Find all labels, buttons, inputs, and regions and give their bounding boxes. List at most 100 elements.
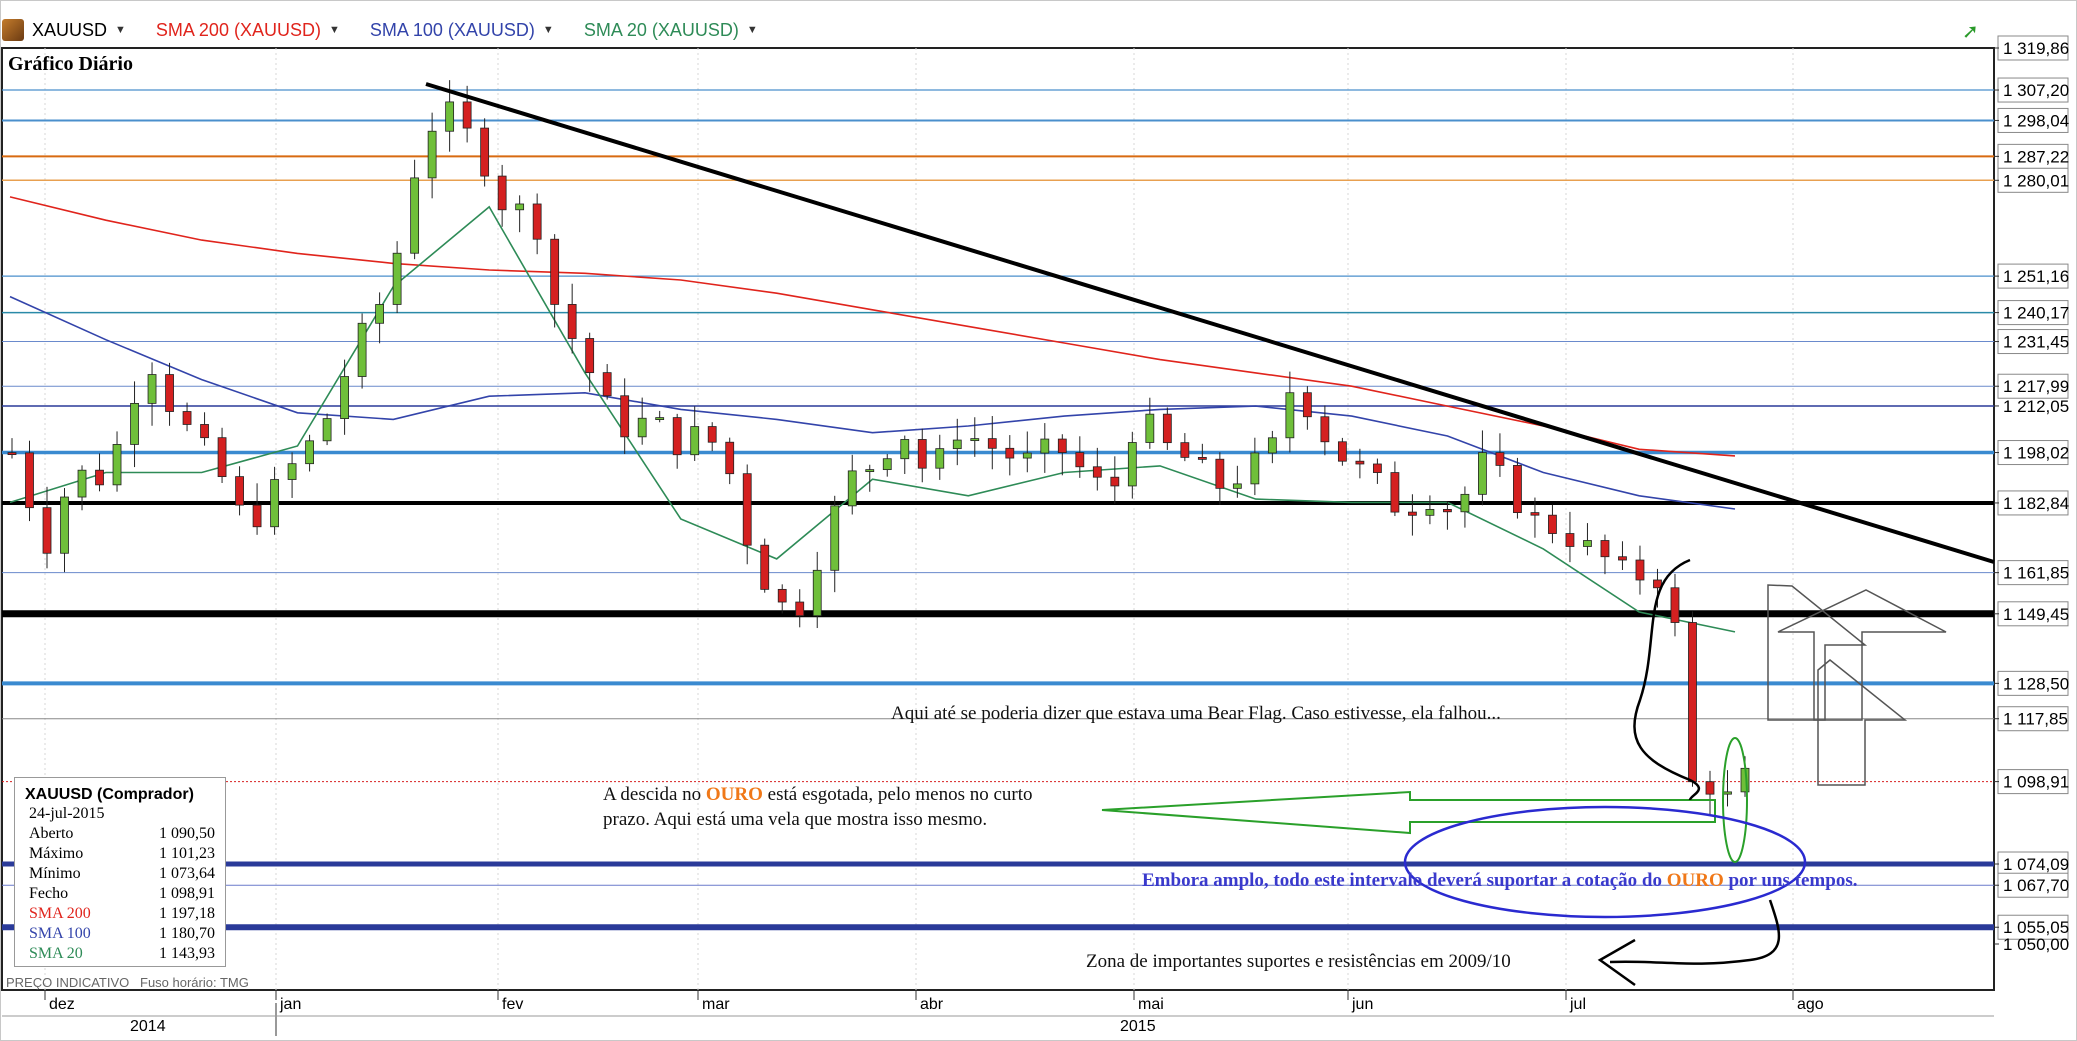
candle: [620, 378, 630, 455]
candle-body: [882, 458, 892, 471]
toolbar: XAUUSD ▼ SMA 200 (XAUUSD) ▼ SMA 100 (XAU…: [2, 12, 1992, 48]
candle: [1232, 465, 1242, 498]
sma200-selector[interactable]: SMA 200 (XAUUSD) ▼: [156, 20, 340, 41]
candle: [987, 416, 997, 470]
chevron-down-icon: ▼: [115, 24, 126, 36]
candle-body: [1110, 476, 1120, 487]
candle-body: [200, 424, 209, 439]
y-tick-label: 1 217,99: [2003, 377, 2069, 396]
x-tick-label: jan: [279, 996, 301, 1013]
sma-lines: [9, 196, 1736, 633]
candle: [42, 486, 52, 569]
candle-body: [42, 507, 52, 554]
candle: [655, 410, 665, 423]
candle: [1180, 433, 1190, 462]
candle: [270, 466, 279, 535]
candle: [1092, 447, 1102, 491]
x-tick-label: jul: [1569, 996, 1586, 1013]
trendline: [425, 82, 1995, 564]
gold-icon: [2, 19, 24, 41]
y-tick-label: 1 050,00: [2003, 935, 2069, 954]
candle: [1267, 430, 1277, 464]
candle-body: [392, 252, 402, 305]
candle: [795, 589, 805, 628]
candle-body: [865, 469, 875, 473]
candle: [1705, 770, 1715, 816]
candle: [567, 283, 577, 354]
arrowhead-left-icon: [1597, 938, 1636, 987]
candle-body: [7, 452, 17, 456]
candle-body: [1372, 463, 1382, 473]
annotation-descida-line2: prazo. Aqui está uma vela que mostra iss…: [603, 809, 988, 830]
footer-note: PREÇO INDICATIVO: [6, 975, 129, 990]
candle: [637, 397, 647, 445]
sma-line: [9, 205, 1736, 633]
symbol-selector[interactable]: XAUUSD ▼: [2, 19, 126, 41]
candle-body: [1127, 442, 1137, 487]
x-tick-label: mai: [1138, 996, 1164, 1013]
green-arrow: [1101, 790, 1716, 835]
candle-body: [235, 476, 244, 506]
sma20-label: SMA 20 (XAUUSD): [583, 19, 739, 40]
sma20-selector[interactable]: SMA 20 (XAUUSD) ▼: [584, 20, 758, 41]
candle-body: [795, 601, 805, 617]
candle-body: [637, 417, 647, 438]
y-tick-box: [1997, 872, 2069, 898]
ohlc-row: SMA 100 1 180,70: [25, 924, 215, 944]
candle-body: [427, 130, 437, 179]
candle: [217, 427, 227, 483]
expand-icon[interactable]: ➚: [1962, 21, 1979, 43]
candle: [375, 292, 385, 344]
candle-body: [182, 411, 192, 425]
candle: [900, 435, 910, 475]
chevron-down-icon: ▼: [328, 24, 340, 36]
candle: [1390, 461, 1400, 517]
candle-body: [970, 438, 980, 442]
candle-body: [1162, 413, 1172, 444]
ohlc-title: XAUUSD (Comprador): [25, 786, 194, 803]
candle: [1215, 452, 1225, 505]
candle: [1197, 443, 1207, 464]
ohlc-row: Fecho 1 098,91: [25, 884, 215, 904]
candle-body: [480, 127, 490, 177]
annotation-descida-text1: A descida no: [603, 784, 706, 805]
sma100-selector[interactable]: SMA 100 (XAUUSD) ▼: [370, 20, 554, 41]
green-ellipse: [1722, 737, 1748, 863]
candle-body: [147, 374, 157, 404]
candle-body: [1302, 392, 1312, 418]
candles: [7, 80, 1750, 816]
y-tick-label: 1 149,45: [2003, 605, 2069, 624]
candle-body: [1320, 416, 1330, 443]
y-tick-label: 1 240,17: [2003, 304, 2069, 323]
annotation-embora-text2: por uns tempos.: [1723, 870, 1858, 891]
chevron-down-icon: ▼: [542, 24, 554, 36]
candle-body: [357, 322, 367, 377]
downtrend-line: [425, 82, 1995, 564]
candle: [707, 422, 717, 452]
candle-body: [305, 440, 314, 465]
y-tick-label: 1 307,20: [2003, 81, 2069, 100]
y-tick-label: 1 074,09: [2003, 855, 2069, 874]
candle-body: [672, 417, 682, 456]
candle-body: [935, 448, 945, 469]
candle: [1127, 431, 1137, 499]
y-tick-box: [1997, 560, 2069, 586]
candle-body: [60, 496, 69, 554]
candle-body: [270, 479, 279, 528]
candle: [182, 402, 192, 432]
candle: [725, 437, 735, 485]
candle-body: [462, 101, 472, 129]
candle: [1495, 433, 1505, 477]
candle-body: [1565, 533, 1575, 547]
annotation-descida-ouro: OURO: [705, 784, 763, 805]
grid-layer: [1, 47, 1995, 991]
ohlc-row-label: Fecho: [29, 885, 69, 902]
time-axis: dez jan fev mar abr mai jun jul ago 2014 2015: [2, 990, 1994, 1036]
y-tick-box: [1997, 490, 2069, 516]
candle: [252, 483, 262, 535]
candle: [1162, 407, 1172, 450]
candle-body: [1232, 483, 1242, 489]
candle: [532, 193, 542, 255]
ohlc-row: Máximo 1 101,23: [25, 844, 215, 864]
